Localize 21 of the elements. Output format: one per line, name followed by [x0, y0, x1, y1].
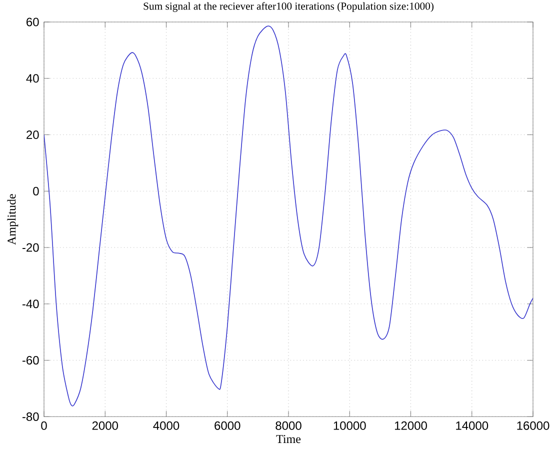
x-tick-label: 8000 [276, 421, 302, 430]
x-tick-label: 4000 [153, 421, 180, 430]
line-series [44, 26, 533, 406]
y-tick-label: 60 [26, 18, 39, 26]
y-tick-label: -20 [22, 243, 39, 252]
x-tick-label: 12000 [394, 421, 427, 430]
y-tick-label: 40 [26, 74, 39, 83]
y-tick-label: -60 [22, 356, 39, 365]
x-tick-label: 10000 [334, 421, 366, 430]
x-tick-label: 0 [41, 421, 47, 430]
x-tick-label: 6000 [214, 421, 240, 430]
y-tick-label: -40 [22, 300, 39, 308]
x-tick-label: 16000 [517, 421, 550, 430]
x-tick-label: 2000 [92, 421, 118, 430]
x-tick-label: 14000 [456, 421, 488, 430]
y-tick-label: 0 [33, 186, 39, 196]
x-axis-title: Time [276, 435, 301, 444]
y-tick-label: 20 [26, 130, 39, 140]
y-axis-title: Amplitude [7, 194, 18, 245]
chart-title: Sum signal at the reciever after100 iterations (Population size:1000) [144, 2, 434, 12]
y-tick-label: -80 [22, 412, 39, 421]
